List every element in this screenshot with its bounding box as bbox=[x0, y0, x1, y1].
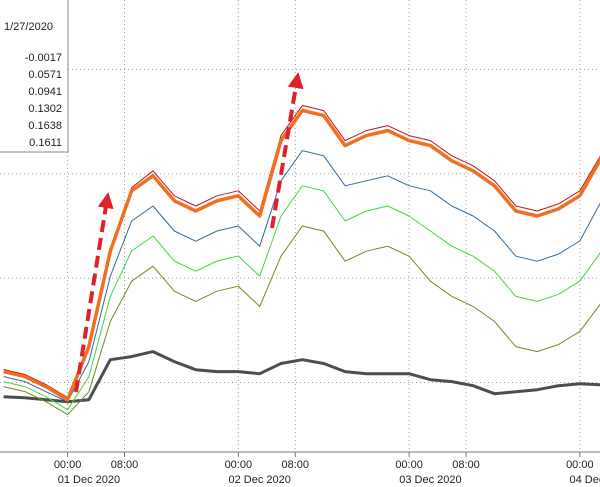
legend-title: 1/27/2020 bbox=[4, 21, 53, 33]
x-tick-label: 00:00 bbox=[225, 459, 253, 471]
annotation-arrows bbox=[74, 72, 304, 393]
legend-value: 0.1611 bbox=[29, 137, 62, 149]
arrow bbox=[74, 192, 114, 393]
x-tick-label: 00:00 bbox=[566, 459, 594, 471]
date-label: 02 Dec 2020 bbox=[228, 474, 290, 486]
x-tick-label: 08:00 bbox=[111, 459, 139, 471]
series-line bbox=[3, 108, 600, 402]
series-line bbox=[3, 225, 600, 416]
series-line bbox=[3, 185, 600, 411]
legend-value: 0.1638 bbox=[28, 120, 62, 132]
legend-box bbox=[0, 0, 69, 153]
legend-value: 0.1302 bbox=[28, 103, 62, 115]
series-line bbox=[3, 150, 600, 403]
date-label: 03 Dec 2020 bbox=[399, 474, 461, 486]
legend-value: 0.0941 bbox=[28, 86, 62, 98]
x-tick-label: 08:00 bbox=[452, 459, 480, 471]
legend-value: -0.0017 bbox=[25, 52, 62, 64]
x-axis: 00:00 08:00 00:00 08:00 00:00 08:00 00:00 01 De… bbox=[54, 452, 600, 486]
plot bbox=[3, 104, 600, 416]
date-label: 01 Dec 2020 bbox=[58, 474, 120, 486]
x-tick-label: 00:00 bbox=[395, 459, 423, 471]
grid bbox=[0, 0, 600, 452]
date-label: 04 Dec bbox=[570, 474, 600, 486]
x-tick-label: 08:00 bbox=[281, 459, 309, 471]
x-tick-label: 00:00 bbox=[54, 459, 82, 471]
series-line bbox=[3, 104, 600, 399]
legend: 1/27/2020 -0.0017 0.0571 0.0941 0.1302 0.163… bbox=[0, 0, 69, 153]
legend-value: 0.0571 bbox=[28, 69, 62, 81]
arrow bbox=[270, 72, 304, 229]
series-line bbox=[3, 350, 600, 404]
